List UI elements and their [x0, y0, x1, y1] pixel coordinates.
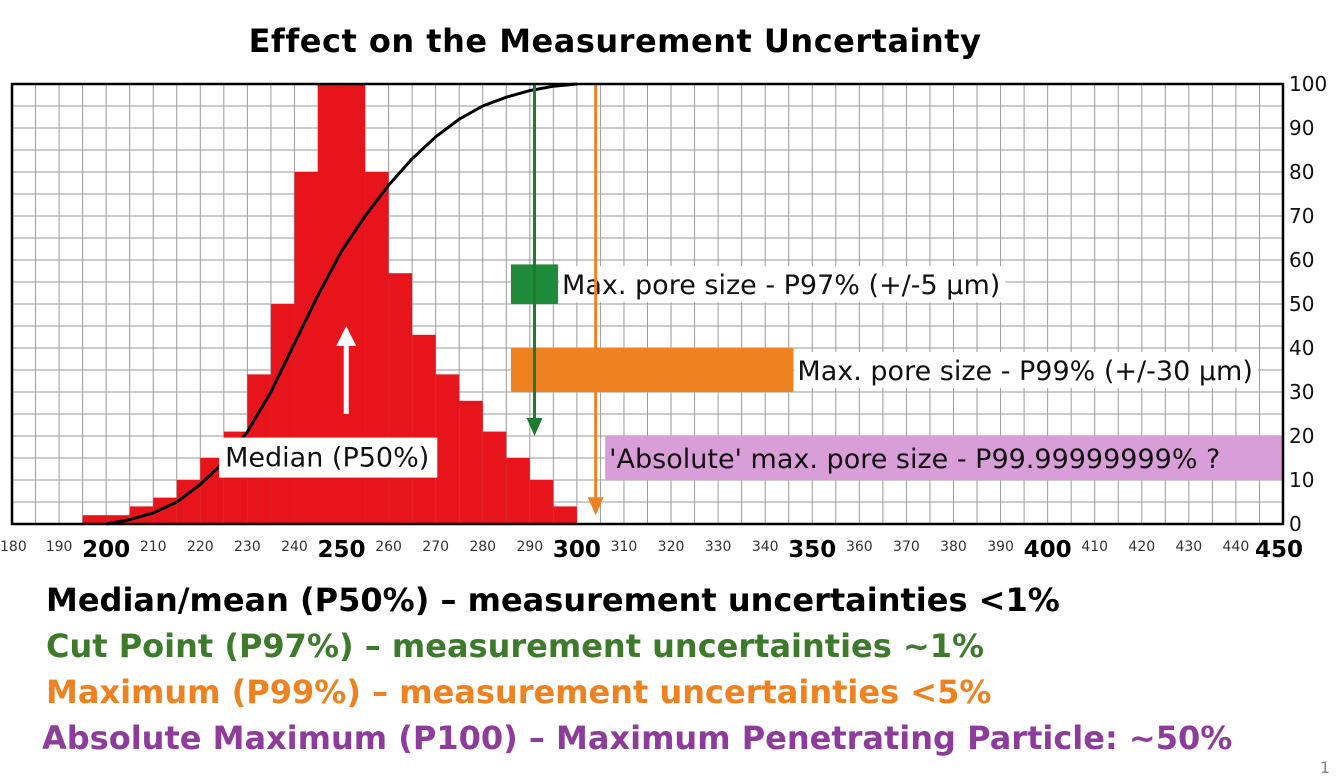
x-tick-label: 410	[1081, 539, 1108, 555]
x-tick-label: 220	[187, 539, 214, 555]
caption-cut-point: Cut Point (P97%) – measurement uncertain…	[46, 627, 985, 665]
cumulative-curve-layer	[105, 82, 578, 526]
cumulative-curve	[105, 82, 578, 526]
annotation-box	[219, 437, 438, 478]
range-label-3: 'Absolute' max. pore size - P99.99999999…	[609, 444, 1220, 475]
x-tick-label: 400	[1024, 537, 1072, 563]
histogram-bar	[270, 304, 295, 524]
y-tick-label: 10	[1289, 468, 1314, 492]
y-tick-label: 80	[1289, 160, 1314, 184]
range-label-2: Max. pore size - P99% (+/-30 µm)	[797, 356, 1252, 387]
y-axis-ticks: 0 10 20 30 40 50 60 70 80 90 100	[1289, 72, 1327, 536]
x-tick-label: 420	[1128, 539, 1155, 555]
annotations: Median (P50%)	[219, 437, 438, 478]
uncertainty-chart: Max. pore size - P97% (+/-5 µm) Max. pore…	[0, 72, 1327, 563]
histogram-bar	[365, 172, 389, 524]
histogram-bar	[482, 431, 507, 524]
histogram-bar	[106, 515, 130, 524]
histogram-bar	[82, 515, 107, 524]
x-tick-label: 450	[1255, 537, 1303, 563]
x-tick-label: 310	[611, 539, 638, 555]
x-tick-label: 300	[553, 537, 601, 563]
y-tick-label: 90	[1289, 116, 1314, 140]
marker-arrowhead-P97	[526, 418, 543, 436]
marker-arrowhead-P50	[336, 326, 357, 346]
histogram-bar	[294, 172, 318, 524]
y-tick-label: 100	[1289, 72, 1327, 96]
range-label-bg	[794, 352, 1258, 388]
y-tick-label: 30	[1289, 380, 1314, 404]
y-tick-label: 0	[1289, 512, 1302, 536]
histogram-bar	[412, 334, 436, 524]
x-tick-label: 320	[658, 539, 685, 555]
page-number: 1	[1319, 758, 1330, 777]
range-label-1: Max. pore size - P97% (+/-5 µm)	[562, 270, 1000, 301]
range-bar-2	[510, 348, 794, 392]
x-tick-label: 190	[46, 539, 73, 555]
x-tick-label: 200	[82, 537, 130, 563]
x-tick-label: 430	[1175, 539, 1202, 555]
x-tick-label: 360	[846, 539, 873, 555]
x-tick-label: 440	[1223, 539, 1250, 555]
histogram-bar	[200, 458, 224, 524]
caption-absolute-maximum: Absolute Maximum (P100) – Maximum Penetr…	[42, 719, 1233, 757]
histogram-bar	[388, 273, 413, 524]
x-tick-label: 380	[940, 539, 967, 555]
y-tick-label: 50	[1289, 292, 1314, 316]
range-label-bg	[559, 266, 1006, 303]
x-tick-label: 180	[0, 539, 27, 555]
x-tick-label: 390	[987, 539, 1014, 555]
range-bars: Max. pore size - P97% (+/-5 µm) Max. pore…	[510, 264, 1283, 480]
histogram-bar	[553, 506, 577, 524]
plot-frame	[10, 82, 1285, 526]
x-tick-label: 340	[752, 539, 779, 555]
x-tick-label: 260	[375, 539, 402, 555]
x-tick-label: 270	[422, 539, 449, 555]
y-tick-label: 20	[1289, 424, 1314, 448]
caption-median: Median/mean (P50%) – measurement uncerta…	[46, 581, 1060, 619]
x-tick-label: 280	[469, 539, 496, 555]
histogram-bar	[435, 374, 460, 524]
histogram-bar	[529, 480, 554, 524]
x-tick-label: 240	[281, 539, 308, 555]
x-tick-label: 350	[788, 537, 836, 563]
marker-arrowhead-P99	[587, 497, 604, 516]
histogram-bar	[506, 458, 530, 524]
x-tick-label: 230	[234, 539, 261, 555]
x-tick-label: 250	[318, 537, 366, 563]
y-tick-label: 40	[1289, 336, 1314, 360]
histogram-bar	[459, 400, 483, 524]
x-tick-label: 330	[705, 539, 732, 555]
histogram-bar	[176, 480, 201, 524]
annotation-median: Median (P50%)	[225, 443, 429, 474]
y-tick-label: 70	[1289, 204, 1314, 228]
chart-title: Effect on the Measurement Uncertainty	[248, 22, 982, 60]
x-tick-label: 210	[140, 539, 167, 555]
histogram-bar	[317, 84, 342, 524]
marker-arrows	[336, 84, 604, 516]
x-axis-ticks: 180 190 200 210 220 230 240 250 260 270 280 290 300 3…	[0, 537, 1303, 563]
y-tick-label: 60	[1289, 248, 1314, 272]
range-bar-3	[605, 436, 1283, 480]
x-tick-label: 290	[516, 539, 543, 555]
x-tick-label: 370	[893, 539, 920, 555]
caption-maximum: Maximum (P99%) – measurement uncertainti…	[46, 673, 992, 711]
